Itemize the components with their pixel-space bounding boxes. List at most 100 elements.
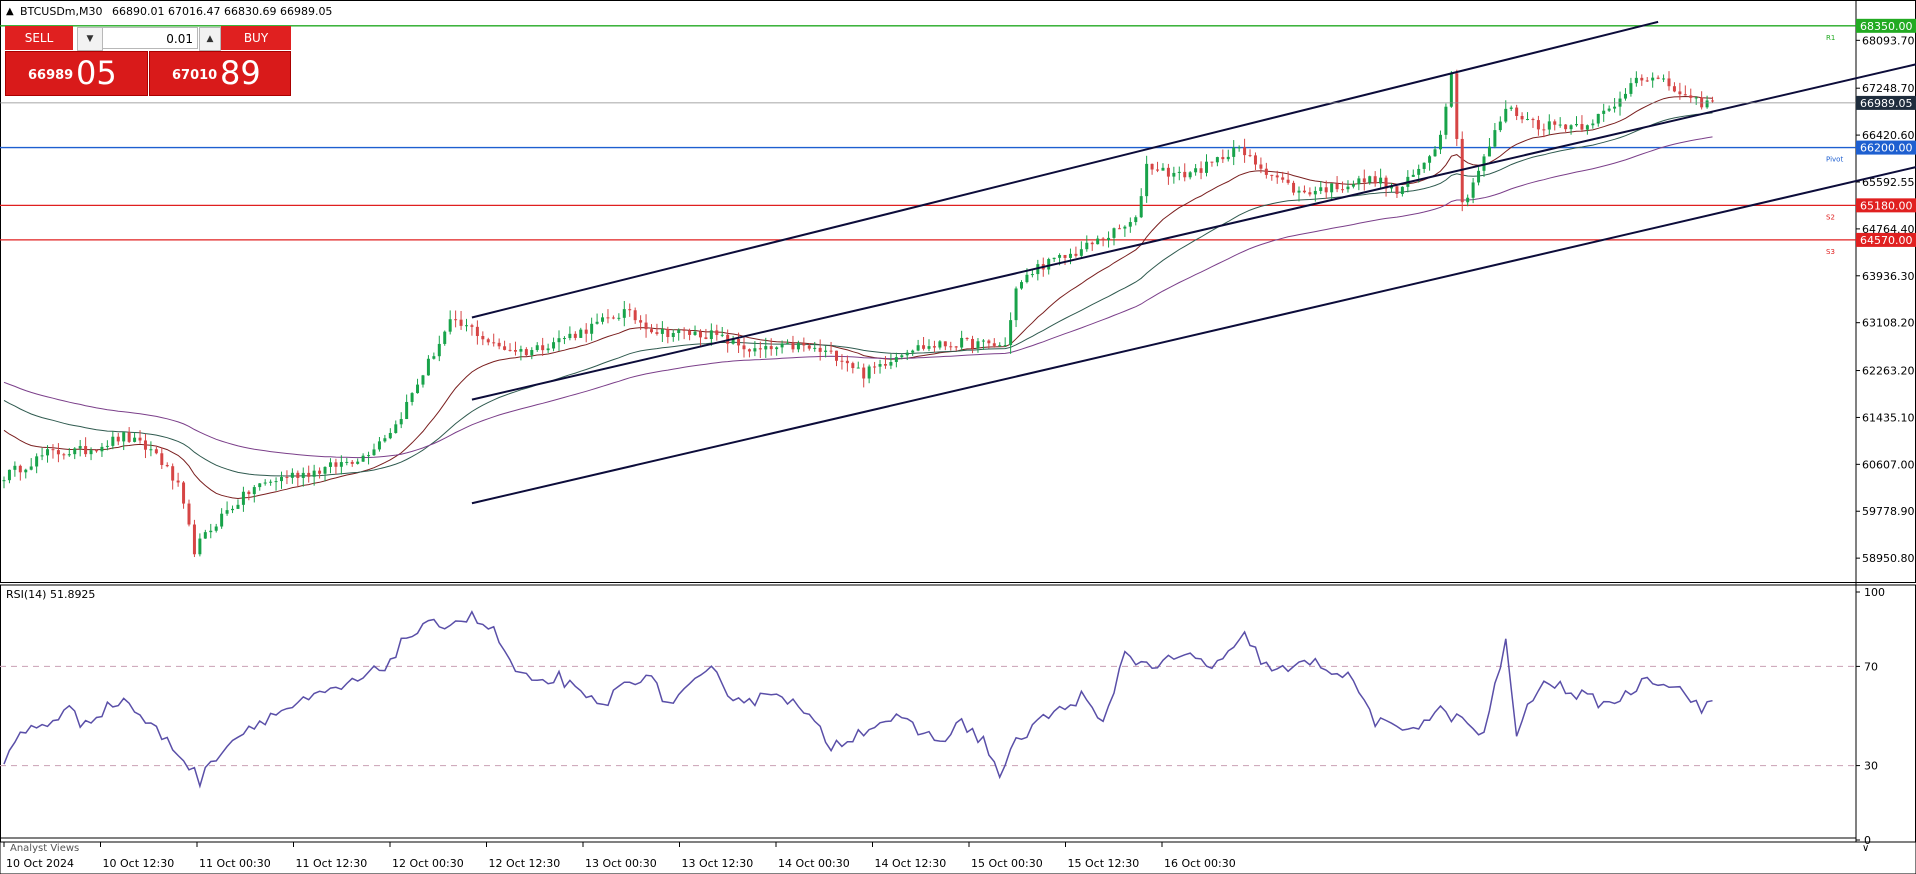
candle-body: [1580, 124, 1584, 130]
candle-body: [1090, 242, 1094, 245]
candle-body: [1346, 186, 1350, 190]
price-tick-label: 61435.10: [1862, 411, 1915, 424]
candle-body: [405, 401, 409, 420]
time-tick-label: 15 Oct 12:30: [1068, 857, 1140, 870]
candle-body: [960, 337, 964, 348]
candle-body: [1411, 174, 1415, 177]
candle-body: [296, 472, 300, 478]
rsi-title: RSI(14) 51.8925: [6, 588, 95, 601]
candle-body: [1547, 121, 1551, 130]
candle-body: [13, 465, 17, 470]
lot-dropdown-icon[interactable]: ▼: [77, 27, 103, 51]
candle-body: [443, 331, 447, 344]
candle-body: [949, 346, 953, 348]
candle-body: [720, 334, 724, 336]
candle-body: [1139, 196, 1143, 218]
candle-body: [448, 319, 452, 332]
candle-body: [1194, 168, 1198, 173]
candle-body: [513, 350, 517, 352]
time-tick-label: 12 Oct 12:30: [489, 857, 561, 870]
candle-body: [29, 466, 33, 470]
candle-body: [764, 346, 768, 350]
buy-price-button[interactable]: 67010 89: [149, 51, 291, 96]
candle-body: [769, 346, 773, 350]
candle-body: [546, 348, 550, 351]
analyst-views-label: Analyst Views: [10, 843, 79, 854]
candle-body: [1428, 156, 1432, 163]
candle-body: [285, 476, 289, 478]
candle-body: [24, 469, 28, 473]
candle-body: [1183, 171, 1187, 178]
candle-body: [873, 366, 877, 368]
candle-body: [252, 487, 256, 495]
candle-body: [987, 340, 991, 344]
level-price-tag-s3: [1856, 232, 1916, 247]
chart-header-ohlc: 66890.01 67016.47 66830.69 66989.05: [112, 5, 332, 18]
candle-body: [241, 491, 245, 505]
candle-body: [519, 349, 523, 352]
candle-body: [1678, 91, 1682, 95]
price-tick-label: 60607.00: [1862, 458, 1915, 471]
candle-body: [182, 482, 186, 504]
candle-body: [1324, 187, 1328, 193]
candle-body: [1422, 162, 1426, 169]
candle-body: [1199, 168, 1203, 173]
candle-body: [715, 330, 719, 335]
trend-channel-line-1: [471, 20, 1659, 319]
candle-body: [965, 337, 969, 339]
candle-body: [1542, 129, 1546, 131]
candle-body: [1188, 172, 1192, 178]
buy-button[interactable]: BUY: [221, 26, 291, 50]
candle-body: [470, 325, 474, 327]
level-side-label: S2: [1826, 213, 1835, 221]
candle-body: [1553, 121, 1557, 125]
candle-body: [704, 337, 708, 340]
candle-body: [1172, 172, 1176, 177]
candle-body: [105, 445, 109, 447]
candle-body: [976, 341, 980, 349]
lot-increase-icon[interactable]: ▲: [199, 27, 221, 51]
candle-body: [62, 454, 66, 456]
candle-body: [900, 355, 904, 358]
candle-body: [1613, 106, 1617, 109]
candle-body: [51, 449, 55, 451]
candle-body: [927, 346, 931, 349]
candle-body: [1226, 156, 1230, 160]
candle-body: [269, 481, 273, 483]
sell-price-button[interactable]: 66989 05: [5, 51, 148, 96]
candle-body: [622, 309, 626, 318]
level-price-label: 64570.00: [1860, 234, 1913, 247]
candle-body: [628, 309, 632, 311]
price-tick-label: 63108.20: [1862, 317, 1915, 330]
sell-button[interactable]: SELL: [5, 26, 73, 50]
candle-body: [214, 526, 218, 531]
candle-body: [1417, 168, 1421, 175]
candle-body: [171, 466, 175, 481]
candle-body: [1161, 167, 1165, 171]
candle-body: [698, 331, 702, 338]
candle-body: [568, 333, 572, 339]
candle-body: [18, 465, 22, 473]
candle-body: [318, 470, 322, 474]
candle-body: [1047, 259, 1051, 270]
lot-size-input[interactable]: 0.01: [102, 27, 198, 49]
candle-body: [465, 325, 468, 327]
time-axis-bar: [0, 841, 1916, 874]
candle-body: [46, 449, 50, 456]
candle-body: [176, 480, 180, 483]
candle-body: [1215, 157, 1219, 163]
candle-body: [220, 513, 224, 527]
candle-body: [595, 321, 599, 324]
candle-body: [1373, 176, 1377, 184]
candle-body: [1433, 149, 1437, 157]
candle-body: [954, 346, 958, 348]
time-tick-label: 16 Oct 00:30: [1164, 857, 1236, 870]
candle-body: [791, 343, 795, 350]
price-tick-label: 64764.40: [1862, 223, 1915, 236]
level-side-label: Pivot: [1826, 156, 1843, 164]
candle-body: [1629, 83, 1633, 94]
candle-body: [1058, 255, 1062, 258]
candle-body: [1558, 124, 1562, 126]
candle-body: [263, 482, 267, 484]
